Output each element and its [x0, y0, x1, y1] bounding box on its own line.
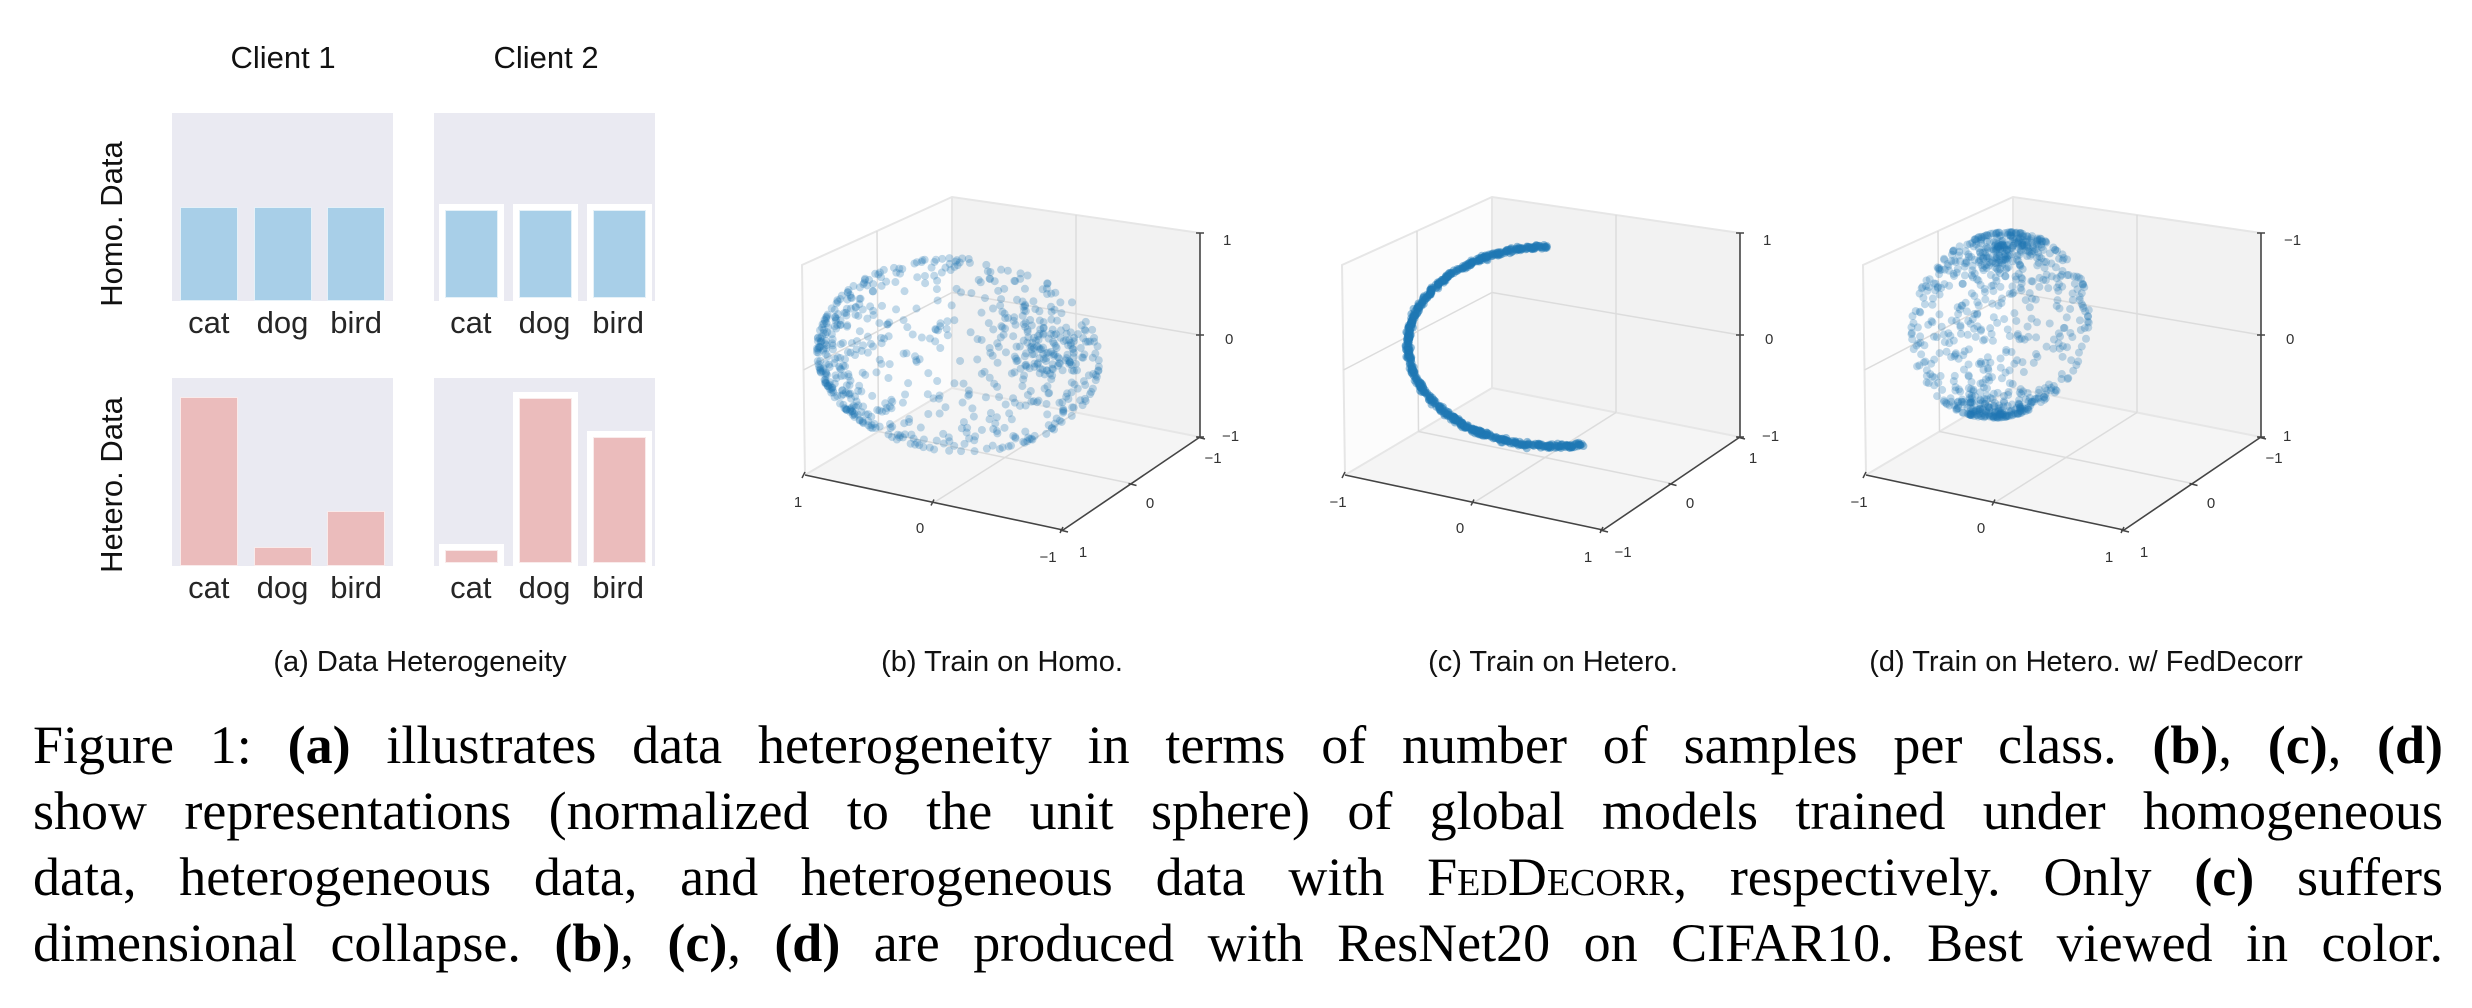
x-tick-label: 1 — [2105, 549, 2113, 566]
caption-text: , respectively. Only — [1673, 847, 2195, 907]
x-tick-label: −1 — [1850, 494, 1867, 511]
y-tick-label: 0 — [1146, 495, 1154, 512]
caption-line-2: show representations (normalized to the … — [33, 778, 2443, 844]
z-tick-label: 0 — [1225, 331, 1233, 348]
bar-dog — [253, 207, 312, 301]
z-tick-label: −1 — [1762, 428, 1779, 445]
scatter-points — [1907, 228, 2093, 422]
caption-panel-ref: (c) — [667, 913, 728, 973]
y-tick-label: 0 — [2207, 495, 2215, 512]
caption-panel-ref: (b) — [554, 913, 621, 973]
caption-text: suffers — [2254, 847, 2444, 907]
caption-panel-ref: (c) — [2267, 715, 2328, 775]
caption-line-1: Figure 1: (a) illustrates data heterogen… — [33, 712, 2443, 778]
bar-bird — [327, 207, 386, 301]
caption-text: , — [620, 913, 668, 973]
category-label-dog: dog — [256, 305, 309, 340]
scatter3d-c: 1 0 −1 −1 0 1 1 0 −1 — [1329, 195, 1779, 566]
bar-dog — [253, 547, 312, 566]
caption-panel-ref: (d) — [774, 913, 841, 973]
caption-panel-ref: (b) — [2152, 715, 2219, 775]
y-tick-label: 1 — [1079, 544, 1087, 561]
scatter3d-d: −101−101−101 — [1850, 195, 2301, 566]
bar-bird — [586, 431, 652, 569]
category-label-dog: dog — [518, 570, 571, 605]
z-tick-label: 1 — [1763, 232, 1771, 249]
z-tick-label: 1 — [1223, 232, 1231, 249]
caption-line-4: dimensional collapse. (b), (c), (d) are … — [33, 910, 2443, 976]
scatter-points — [1401, 241, 1588, 453]
method-name: FedDecorr — [1427, 847, 1674, 907]
x-tick-label: −1 — [1039, 549, 1056, 566]
caption-panel-ref: (d) — [2377, 715, 2444, 775]
z-tick-label: 0 — [2286, 331, 2294, 348]
bar-dog — [513, 392, 578, 569]
caption-panel-ref: (a) — [287, 715, 351, 775]
y-tick-label: −1 — [2265, 450, 2282, 467]
z-tick-label: 1 — [2283, 428, 2291, 445]
scatter-points — [812, 254, 1103, 456]
category-label-dog: dog — [518, 305, 571, 340]
category-label-cat: cat — [188, 305, 230, 340]
x-tick-label: 1 — [1584, 549, 1592, 566]
z-tick-label: −1 — [1222, 428, 1239, 445]
category-label-bird: bird — [592, 570, 645, 605]
bar-cat — [179, 397, 238, 566]
caption-text: , — [727, 913, 775, 973]
figure-caption: Figure 1: (a) illustrates data heterogen… — [33, 712, 2443, 976]
caption-text: , — [2218, 715, 2268, 775]
category-label-bird: bird — [330, 305, 383, 340]
category-label-dog: dog — [256, 570, 309, 605]
caption-text: dimensional collapse. — [33, 913, 555, 973]
category-label-cat: cat — [450, 305, 492, 340]
y-tick-label: −1 — [1204, 450, 1221, 467]
y-tick-label: −1 — [1614, 544, 1631, 561]
column-title-client-1: Client 1 — [230, 40, 336, 75]
bar-panel-client-2-homo — [434, 113, 655, 304]
z-tick-label: 0 — [1765, 331, 1773, 348]
subcaption-d: (d) Train on Hetero. w/ FedDecorr — [1869, 646, 2303, 678]
y-tick-label: 0 — [1686, 495, 1694, 512]
caption-line-3: data, heterogeneous data, and heterogene… — [33, 844, 2443, 910]
category-label-bird: bird — [330, 570, 383, 605]
bar-dog — [513, 204, 578, 304]
caption-text: data, heterogeneous data, and heterogene… — [33, 847, 1428, 907]
bar-cat — [439, 544, 505, 569]
x-tick-label: 1 — [794, 494, 802, 511]
bar-panel-client-1-homo — [172, 113, 393, 301]
caption-text: show representations (normalized to the … — [33, 781, 2443, 841]
caption-text: illustrates data heterogeneity in terms … — [350, 715, 2153, 775]
x-tick-label: 0 — [916, 520, 924, 537]
bar-panel-client-1-hetero — [172, 378, 393, 566]
category-label-cat: cat — [450, 570, 492, 605]
z-tick-label: −1 — [2284, 232, 2301, 249]
subcaption-b: (b) Train on Homo. — [881, 646, 1123, 678]
subcaption-c: (c) Train on Hetero. — [1428, 646, 1678, 678]
subcaption-a: (a) Data Heterogeneity — [273, 646, 567, 678]
caption-text: are produced with ResNet20 on CIFAR10. B… — [840, 913, 2444, 973]
x-tick-label: 0 — [1977, 520, 1985, 537]
bar-panel-client-2-hetero — [434, 378, 655, 569]
y-tick-label: 1 — [1749, 450, 1757, 467]
category-label-cat: cat — [188, 570, 230, 605]
caption-text: , — [2327, 715, 2378, 775]
bar-bird — [586, 204, 652, 304]
bar-bird — [327, 511, 386, 566]
scatter3d-b: 10−110−1−101 — [794, 195, 1239, 566]
x-tick-label: −1 — [1329, 494, 1346, 511]
caption-text: Figure 1: — [33, 715, 288, 775]
x-tick-label: 0 — [1456, 520, 1464, 537]
column-title-client-2: Client 2 — [493, 40, 599, 75]
caption-panel-ref: (c) — [2194, 847, 2255, 907]
bar-cat — [179, 207, 238, 301]
y-tick-label: 1 — [2140, 544, 2148, 561]
category-label-bird: bird — [592, 305, 645, 340]
bar-cat — [439, 204, 505, 304]
